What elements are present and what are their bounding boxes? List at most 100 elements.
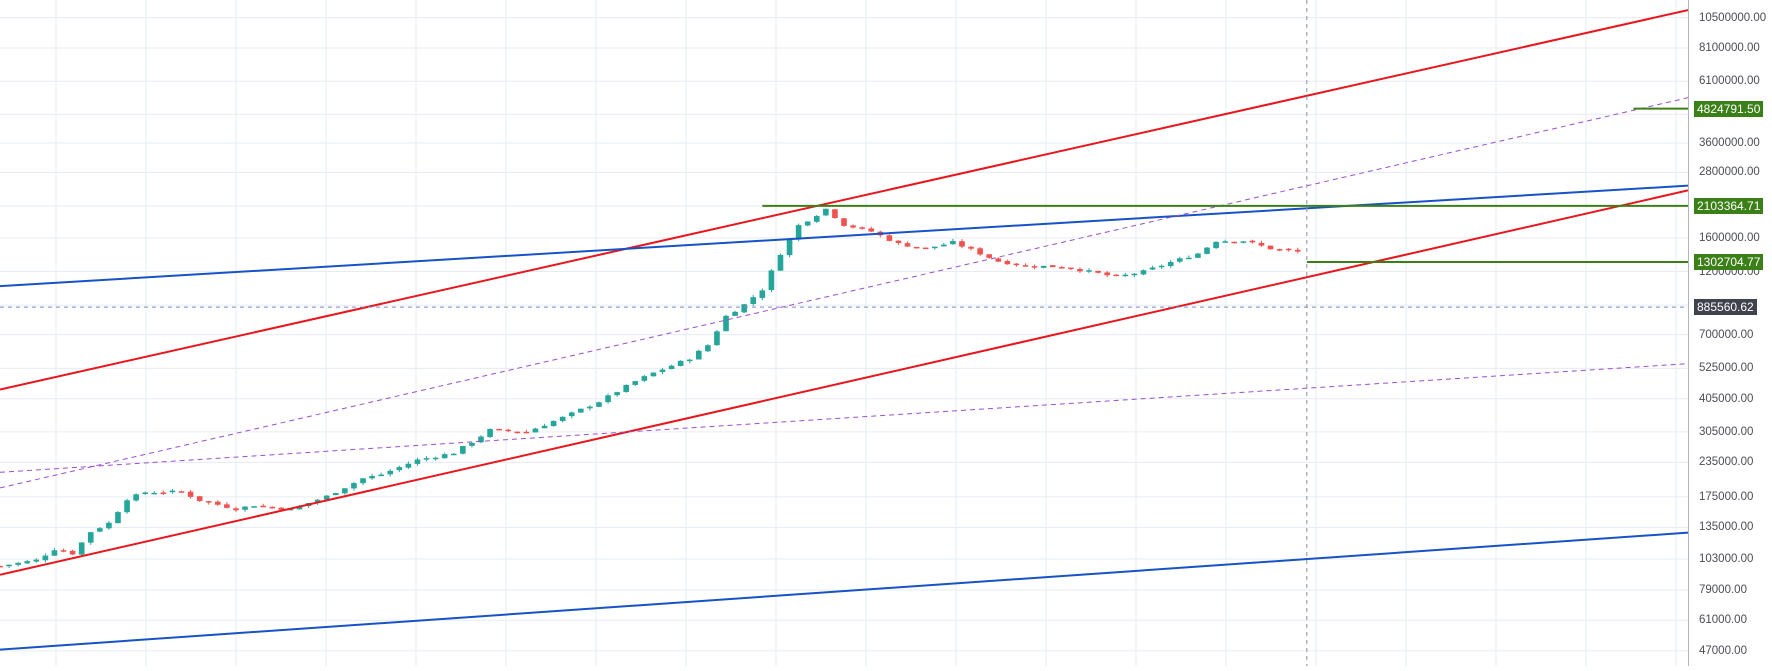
- candle-down: [224, 504, 230, 508]
- candle-up: [1086, 270, 1092, 272]
- candle-down: [986, 254, 993, 258]
- candle-up: [169, 490, 176, 493]
- trendline: [0, 189, 1689, 576]
- candle-up: [423, 458, 430, 460]
- candle-down: [1276, 249, 1283, 251]
- candle-down: [1068, 267, 1074, 270]
- candle-up: [360, 478, 366, 484]
- candle-down: [895, 240, 902, 244]
- candle-up: [24, 561, 31, 564]
- candle-up: [568, 412, 575, 417]
- candle-up: [396, 467, 403, 471]
- candle-up: [51, 550, 58, 556]
- dashed-trendline: [0, 357, 1772, 473]
- price-axis[interactable]: 10500000.008100000.006100000.004600000.0…: [1688, 0, 1772, 666]
- candle-down: [1013, 263, 1020, 266]
- candle-up: [623, 385, 630, 392]
- candlesticks: [0, 208, 1301, 569]
- candle-up: [641, 376, 648, 381]
- candle-down: [1022, 265, 1029, 267]
- candle-up: [342, 488, 348, 494]
- trendline: [0, 531, 1689, 651]
- candle-up: [487, 429, 493, 437]
- candle-down: [1031, 266, 1038, 268]
- candle-down: [1104, 272, 1110, 276]
- candle-up: [142, 492, 149, 495]
- candle-up: [1240, 241, 1247, 243]
- candle-up: [1122, 274, 1129, 277]
- candle-up: [1195, 253, 1201, 258]
- candle-down: [496, 428, 502, 431]
- candle-up: [605, 395, 611, 403]
- candle-up: [78, 542, 85, 555]
- candle-down: [260, 505, 266, 508]
- candle-up: [314, 499, 321, 503]
- candle-up: [686, 359, 693, 362]
- candle-down: [1077, 268, 1083, 272]
- candle-up: [550, 420, 557, 427]
- candle-down: [995, 258, 1002, 262]
- candle-up: [941, 244, 947, 247]
- candle-down: [968, 246, 974, 249]
- candle-up: [1186, 257, 1192, 260]
- candle-up: [1158, 265, 1165, 268]
- candle-down: [1004, 260, 1011, 265]
- candle-up: [741, 304, 747, 313]
- candle-up: [6, 564, 12, 567]
- candle-up: [296, 505, 303, 510]
- candle-up: [124, 500, 130, 513]
- candle-down: [69, 550, 76, 555]
- trendline: [0, 9, 1689, 391]
- candle-up: [813, 216, 820, 222]
- price-tick-label: 10500000.00: [1699, 11, 1767, 24]
- candle-down: [1285, 248, 1292, 251]
- candle-up: [578, 408, 584, 413]
- candle-up: [614, 392, 620, 396]
- candle-up: [732, 311, 738, 316]
- candle-up: [1131, 273, 1138, 276]
- candle-down: [922, 247, 929, 250]
- candle-up: [469, 442, 475, 446]
- candle-up: [541, 425, 548, 429]
- candle-up: [668, 365, 675, 370]
- candle-down: [913, 246, 920, 249]
- candle-up: [106, 522, 112, 529]
- price-tick-label: 1600000.00: [1699, 231, 1760, 244]
- candle-up: [695, 350, 702, 360]
- price-badge: 1302704.77: [1694, 253, 1764, 270]
- candle-down: [269, 506, 276, 509]
- candle-up: [768, 270, 775, 291]
- candle-up: [1167, 262, 1174, 267]
- candle-up: [1176, 258, 1183, 262]
- candle-down: [514, 431, 521, 434]
- candle-down: [1231, 241, 1238, 244]
- candle-up: [759, 290, 766, 298]
- candle-up: [723, 315, 729, 332]
- price-tick-label: 103000.00: [1699, 552, 1754, 565]
- candle-down: [977, 248, 983, 255]
- candle-up: [242, 506, 248, 510]
- candle-down: [160, 492, 167, 495]
- candle-down: [233, 508, 239, 511]
- price-tick-label: 61000.00: [1699, 614, 1747, 627]
- price-tick-label: 79000.00: [1699, 584, 1747, 597]
- candle-up: [1204, 247, 1210, 254]
- candle-up: [351, 483, 357, 489]
- candle-up: [659, 369, 666, 372]
- candle-down: [214, 501, 221, 505]
- candle-up: [432, 457, 439, 460]
- candle-up: [460, 446, 466, 454]
- candle-up: [414, 459, 421, 464]
- candle-up: [559, 416, 566, 421]
- candle-up: [795, 225, 802, 240]
- candle-up: [1149, 267, 1156, 270]
- candle-up: [677, 360, 684, 366]
- grid: [0, 0, 1688, 666]
- candle-up: [786, 239, 793, 256]
- candle-up: [950, 240, 956, 245]
- candle-down: [1249, 240, 1256, 243]
- candle-down: [196, 496, 203, 502]
- candle-up: [1213, 241, 1219, 249]
